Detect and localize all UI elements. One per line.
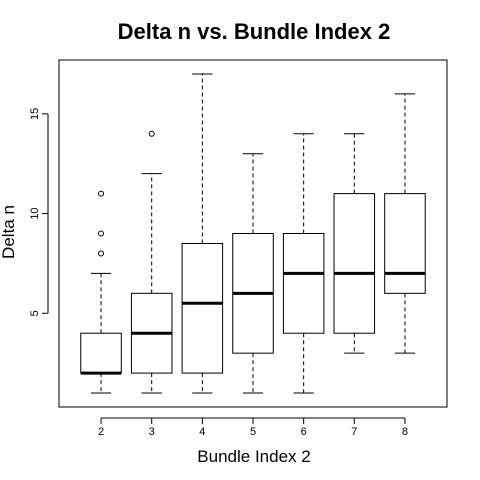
iqr-box bbox=[282, 233, 325, 334]
outlier-point bbox=[98, 250, 105, 257]
iqr-box bbox=[333, 193, 376, 334]
iqr-box bbox=[80, 332, 122, 374]
x-tick-label: 5 bbox=[250, 426, 256, 438]
x-tick-label: 4 bbox=[199, 426, 205, 438]
outlier-point bbox=[98, 230, 105, 237]
plot-layer: 5 10 15 2 3 4 5 6 7 8 bbox=[29, 73, 426, 438]
outlier-point bbox=[98, 190, 105, 197]
x-tick-label: 7 bbox=[351, 426, 357, 438]
x-tick-label: 3 bbox=[149, 426, 155, 438]
x-tick-label: 8 bbox=[402, 426, 408, 438]
iqr-box bbox=[181, 242, 224, 374]
outlier-point bbox=[148, 130, 155, 137]
y-tick-label: 10 bbox=[29, 207, 41, 219]
iqr-box bbox=[384, 193, 426, 294]
plot-frame bbox=[58, 59, 448, 408]
x-tick-label: 2 bbox=[98, 426, 104, 438]
y-tick-label: 15 bbox=[29, 108, 41, 120]
y-tick-label: 5 bbox=[29, 310, 41, 316]
chart-title: Delta n vs. Bundle Index 2 bbox=[118, 19, 391, 44]
x-axis-label: Bundle Index 2 bbox=[197, 447, 310, 466]
x-tick-label: 6 bbox=[301, 426, 307, 438]
y-axis-label: Delta n bbox=[0, 205, 18, 259]
